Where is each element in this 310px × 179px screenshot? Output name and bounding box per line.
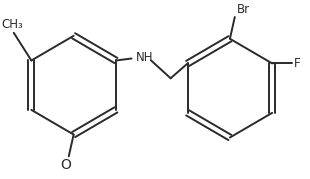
Text: CH₃: CH₃ bbox=[1, 18, 23, 31]
Text: F: F bbox=[294, 57, 300, 70]
Text: O: O bbox=[60, 158, 71, 172]
Text: NH: NH bbox=[135, 51, 153, 64]
Text: Br: Br bbox=[237, 3, 250, 16]
